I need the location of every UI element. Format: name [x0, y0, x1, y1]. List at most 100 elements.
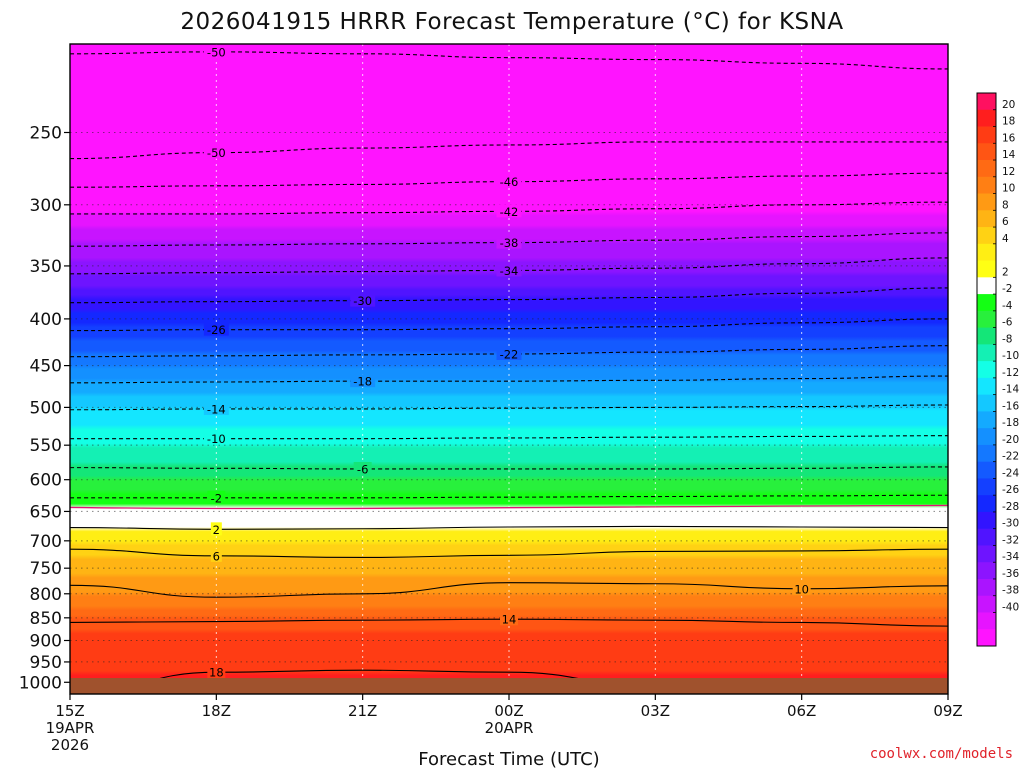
chart-title: 2026041915 HRRR Forecast Temperature (°C… [180, 9, 843, 35]
contour-label-bg [210, 522, 222, 536]
contour-label-bg [350, 293, 376, 307]
contour-line [70, 172, 948, 188]
contour-label: -6 [357, 462, 368, 476]
colorbar-swatch [977, 478, 996, 496]
colorbar-swatch [977, 528, 996, 546]
colorbar-label: -34 [1002, 551, 1019, 563]
y-axis: 2503003504004505005506006507007508008509… [19, 123, 70, 693]
colorbar-label: 2 [1002, 266, 1009, 278]
colorbar-label: -22 [1002, 451, 1019, 463]
colorbar-swatch [977, 629, 996, 647]
x-tick-label: 03Z [641, 702, 670, 720]
colorbar-swatch [977, 143, 996, 161]
contour-label: -26 [207, 323, 226, 337]
y-tick-label: 700 [30, 532, 62, 552]
credit-text: coolwx.com/models [870, 746, 1013, 762]
colorbar-swatch [977, 310, 996, 329]
contour-line [70, 345, 948, 358]
y-tick-label: 900 [30, 631, 62, 651]
contour-line [70, 494, 948, 499]
colorbar-label: 8 [1002, 199, 1009, 211]
contour-line [70, 201, 948, 215]
colorbar-swatch [977, 260, 996, 278]
contour-label-bg [203, 44, 229, 58]
contour-label-bg [496, 204, 522, 218]
contour-label: 18 [209, 666, 224, 680]
contour-label-bg [207, 490, 226, 504]
colorbar-label: -8 [1002, 333, 1012, 345]
colorbar-label: -30 [1002, 518, 1019, 530]
colorbar-label: -26 [1002, 484, 1019, 496]
y-tick-label: 550 [30, 436, 62, 456]
x-tick-label: 21Z [348, 702, 377, 720]
contour-line [70, 51, 948, 70]
contour-label: -22 [500, 347, 519, 361]
colorbar-label: -38 [1002, 585, 1019, 597]
contour-label-bg [496, 346, 522, 360]
contour-line [70, 257, 948, 275]
colorbar-swatch [977, 93, 996, 111]
contour-label-bg [203, 401, 229, 415]
colorbar-label: -4 [1002, 300, 1013, 312]
colorbar-swatch [977, 511, 996, 530]
colorbar-swatch [977, 176, 996, 194]
colorbar-swatch [977, 126, 996, 144]
colorbar-label: -18 [1002, 417, 1019, 429]
y-tick-label: 500 [30, 398, 62, 418]
contour-line [70, 404, 948, 411]
contour-label: 10 [794, 582, 809, 596]
colorbar-label: -24 [1002, 467, 1019, 479]
colorbar-swatch [977, 294, 996, 312]
colorbar-swatch [977, 428, 996, 446]
colorbar-swatch [977, 595, 996, 613]
colorbar: 20 18 16 14 12 10 8 6 4 2 -2 -4 -6 -8 -10 -12 -14 -16 -18 -… [976, 92, 1019, 647]
colorbar-swatch [977, 109, 996, 127]
colorbar-label: -12 [1002, 367, 1019, 379]
y-tick-label: 400 [30, 310, 62, 330]
contour-label-bg [500, 612, 518, 626]
colorbar-swatch [977, 327, 996, 345]
contour-label-bg [353, 461, 372, 475]
colorbar-label: 12 [1002, 166, 1015, 178]
freezing-line [70, 504, 948, 510]
colorbar-swatch [977, 495, 996, 513]
colorbar-swatch [977, 344, 996, 362]
contour-line [70, 435, 948, 440]
colorbar-label: 16 [1002, 132, 1016, 144]
colorbar-label: 4 [1002, 233, 1009, 245]
colorbar-label: -20 [1002, 434, 1019, 446]
contour-label: -38 [500, 236, 519, 250]
contour-label: -10 [207, 432, 226, 446]
contour-label: -34 [500, 264, 519, 278]
colorbar-label: -28 [1002, 501, 1019, 513]
x-tick-year: 2026 [51, 736, 89, 754]
colorbar-label: -40 [1002, 601, 1019, 613]
y-tick-label: 1000 [19, 673, 62, 693]
colorbar-label: 10 [1002, 183, 1015, 195]
contour-label: -42 [500, 205, 519, 219]
colorbar-swatch [977, 243, 996, 261]
contour-line [70, 287, 948, 304]
x-tick-label: 15Z [55, 702, 84, 720]
colorbar-label: 6 [1002, 216, 1009, 228]
contour-line [70, 466, 948, 470]
colorbar-frame [976, 92, 997, 647]
y-tick-label: 950 [30, 653, 62, 673]
y-tick-label: 850 [30, 609, 62, 629]
grid [70, 44, 948, 694]
contour-label-bg [210, 548, 222, 562]
colorbar-swatch [977, 578, 996, 597]
contour-label: -46 [500, 175, 519, 189]
colorbar-swatch [977, 562, 996, 580]
colorbar-swatch [977, 277, 996, 295]
contour-line [70, 375, 948, 384]
colorbar-swatch [977, 394, 996, 412]
colorbar-swatch [977, 444, 996, 463]
contour-label: -2 [211, 491, 222, 505]
x-tick-date: 20APR [485, 719, 534, 737]
contour-label: -50 [207, 45, 226, 59]
y-tick-label: 450 [30, 357, 62, 377]
contour-label: 6 [213, 549, 220, 563]
colorbar-swatch [977, 545, 996, 563]
